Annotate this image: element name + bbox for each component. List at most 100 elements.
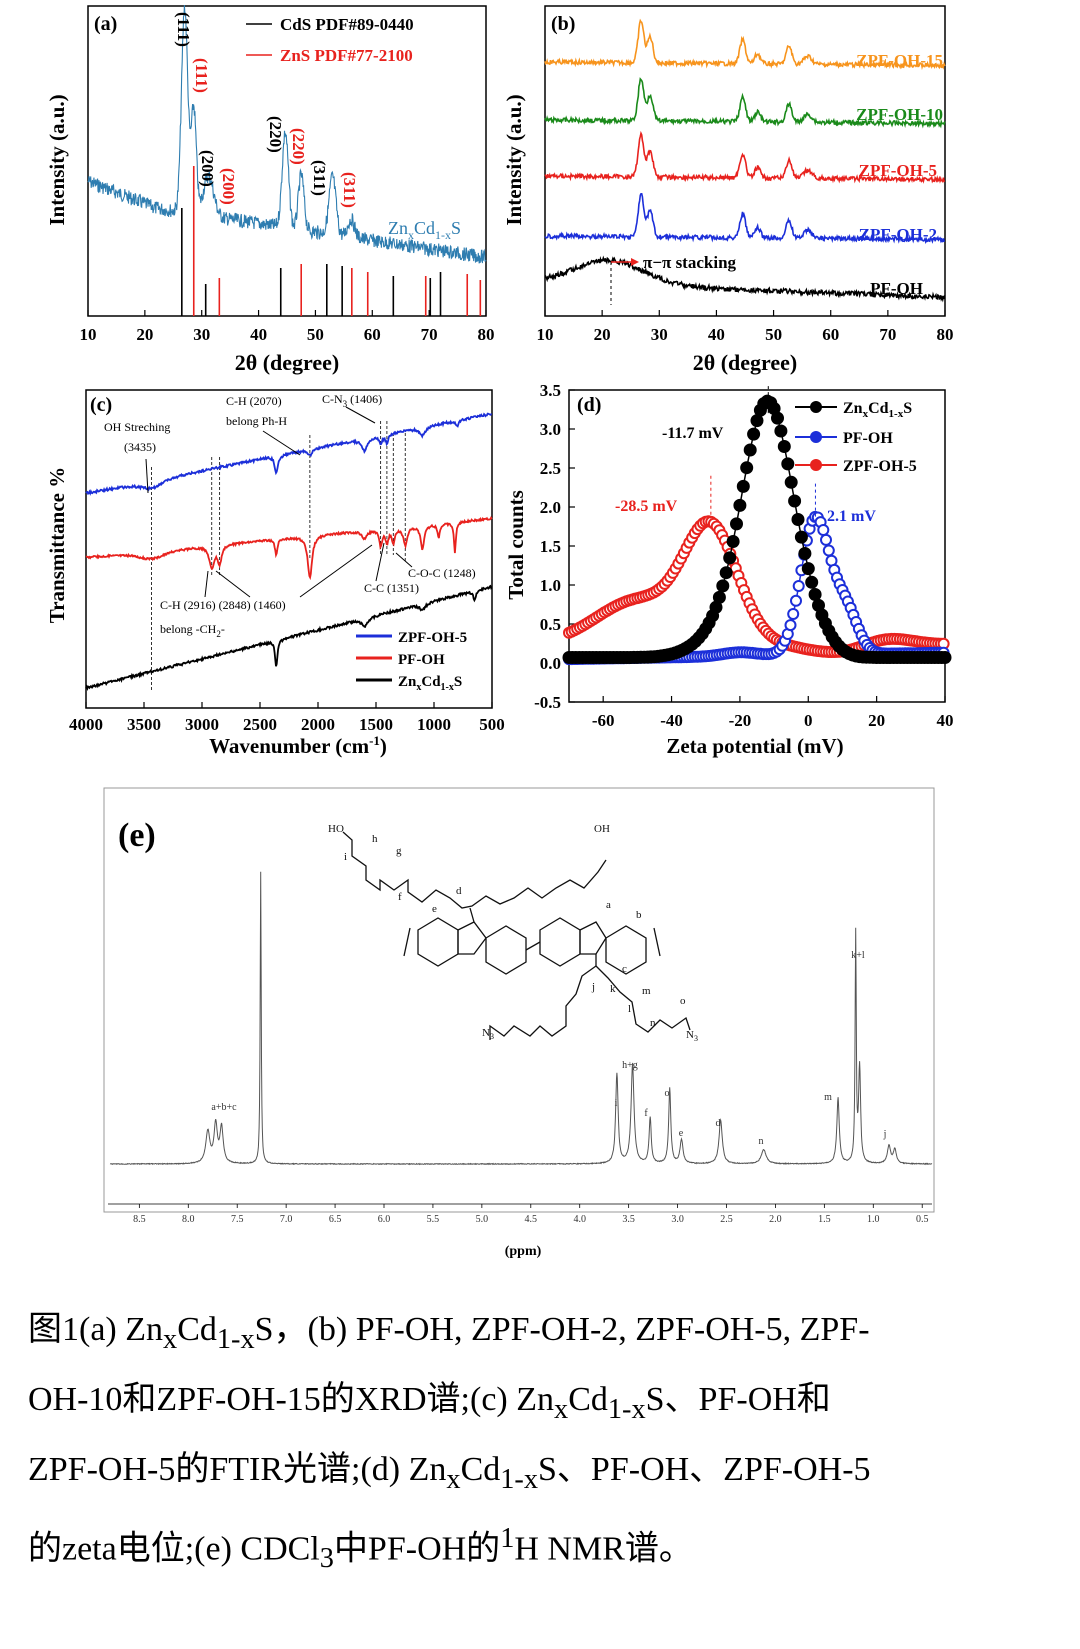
x-tick-label: 70 (879, 325, 896, 344)
x-tick-label: 1000 (417, 715, 451, 734)
x-axis-title: (ppm) (505, 1244, 542, 1259)
svg-text:N3: N3 (686, 1029, 698, 1043)
zeta-curve-znxcd1xs-marker (712, 590, 726, 604)
caption-line: OH-10和ZPF-OH-15的XRD谱;(c) ZnxCd1-xS、PF-OH… (28, 1380, 831, 1425)
svg-text:d: d (456, 885, 462, 897)
y-tick-label: 3.0 (540, 420, 561, 439)
zeta-curve-znxcd1xs-marker (805, 575, 819, 589)
panel-d-zeta-chart: -60 -40 -20 0 20 40 -0.5 0.0 0.5 1.0 1.5 2.0 2.5 3.0 3… (505, 385, 954, 758)
annotation-blue: 2.1 mV (827, 508, 876, 525)
svg-text:N3: N3 (482, 1027, 494, 1041)
x-tick-label: 2.5 (720, 1214, 733, 1225)
svg-text:b: b (636, 909, 642, 921)
x-tick-label: 0 (804, 711, 813, 730)
x-tick-label: 30 (651, 325, 668, 344)
zeta-curve-znxcd1xs-marker (750, 414, 764, 428)
x-tick-label: 30 (193, 325, 210, 344)
zeta-curve-znxcd1xs-marker (801, 562, 815, 576)
x-ticks (544, 310, 946, 316)
sample-label: ZnxCd1-xS (388, 218, 461, 242)
plot-frame (87, 5, 487, 317)
legend-cds: CdS PDF#89-0440 (280, 15, 414, 34)
peak-label: e (679, 1128, 684, 1139)
stacking-annotation: π−π stacking (643, 253, 737, 272)
xrd-curves (544, 18, 946, 303)
x-axis-title: 2θ (degree) (235, 350, 340, 375)
x-tick-label: 60 (822, 325, 839, 344)
svg-text:l: l (628, 1003, 631, 1015)
svg-text:f: f (398, 891, 402, 903)
annotation-coc: C-O-C (1248) (408, 566, 476, 580)
series-label-pf-oh: PF-OH (870, 279, 923, 298)
annotation-ch-1: C-H (2070) (226, 394, 282, 408)
x-tick-label: 1500 (359, 715, 393, 734)
annotation-oh-2: (3435) (124, 440, 156, 454)
svg-text:n: n (650, 1017, 656, 1029)
zeta-curve-pf-oh-marker (784, 619, 797, 632)
zeta-curve-znxcd1xs-marker (774, 424, 788, 438)
caption-line: 图1(a) ZnxCd1-xS，(b) PF-OH, ZPF-OH-2, ZPF… (28, 1311, 870, 1355)
legend-marker-blue (810, 431, 822, 443)
panel-label: (d) (577, 394, 601, 416)
svg-text:k: k (610, 983, 616, 995)
peak-label: d (716, 1118, 721, 1129)
reference-lines (181, 166, 482, 316)
x-tick-label: 8.0 (182, 1214, 195, 1225)
peak-label: o (665, 1088, 670, 1099)
x-tick-labels: 10 20 30 40 50 60 70 80 (80, 325, 495, 344)
y-tick-label: 0.0 (540, 654, 561, 673)
zeta-curve-pf-oh-marker (820, 533, 832, 546)
zeta-curve-zpf-oh-5-line (568, 520, 944, 653)
zeta-curve-znxcd1xs-marker (794, 530, 808, 544)
zeta-curve-znxcd1xs-marker (733, 498, 747, 512)
x-tick-label: 4.0 (573, 1214, 586, 1225)
x-tick-label: 3.0 (671, 1214, 684, 1225)
x-tick-label: 2500 (243, 715, 277, 734)
x-tick-label: 40 (250, 325, 267, 344)
zeta-curve-znxcd1xs-marker (781, 457, 795, 471)
peak-label-200-cds: (200) (198, 150, 217, 187)
xrd-curve-zpf-oh-5 (544, 130, 946, 184)
x-tick-label: 8.5 (133, 1214, 146, 1225)
x-tick-label: 500 (479, 715, 505, 734)
zeta-curve-znxcd1xs-marker (808, 588, 822, 601)
x-axis-title: Zeta potential (mV) (666, 734, 843, 758)
legend-znxcd1xs: ZnxCd1-xS (843, 400, 912, 420)
zeta-curve-pf-oh-marker (792, 580, 805, 592)
legend-zpf-oh-5: ZPF-OH-5 (398, 630, 467, 646)
x-tick-label: 7.5 (231, 1214, 244, 1225)
x-tick-label: 10 (537, 325, 554, 344)
x-tick-label: 2.0 (769, 1214, 782, 1225)
legend-znxcd1xs: ZnxCd1-xS (398, 674, 462, 693)
plot-frame (103, 787, 935, 1213)
zeta-curve-znxcd1xs-marker (740, 461, 754, 475)
zeta-curve-znxcd1xs-marker (798, 547, 812, 560)
x-tick-label: 50 (307, 325, 324, 344)
x-tick-label: 4000 (69, 715, 103, 734)
xrd-curve-zpf-oh-10 (544, 77, 946, 129)
x-tick-label: 3.5 (622, 1214, 635, 1225)
peak-label-311-cds: (311) (310, 160, 329, 196)
ftir-curve-pf-oh (85, 515, 493, 581)
svg-text:m: m (642, 985, 651, 997)
legend-pf-oh: PF-OH (398, 652, 445, 668)
peak-labels: a+b+c i h+g f o e d n m k+l j (211, 950, 886, 1147)
svg-text:HO: HO (328, 823, 344, 835)
figure-caption: 图1(a) ZnxCd1-xS，(b) PF-OH, ZPF-OH-2, ZPF… (28, 1300, 1058, 1590)
x-axis-title: 2θ (degree) (693, 350, 798, 375)
annotation-oh-1: OH Streching (104, 420, 170, 434)
series-label-zpf-oh-5: ZPF-OH-5 (859, 161, 937, 180)
peak-label: m (824, 1092, 832, 1103)
plot-frame (85, 389, 493, 709)
y-tick-label: -0.5 (534, 693, 561, 712)
x-ticks (87, 310, 487, 316)
peak-label: h+g (622, 1060, 638, 1071)
ftir-curve-zpf-oh-5 (85, 412, 493, 496)
peak-label-220-zns: (220) (289, 128, 308, 165)
annotation-black: -11.7 mV (662, 425, 724, 442)
xrd-curve-zpf-oh-2 (544, 193, 946, 245)
panel-c-ftir-chart: 4000 3500 3000 2500 2000 1500 1000 500 (c) OH S… (45, 389, 505, 758)
series-label-zpf-oh-15: ZPF-OH-15 (856, 51, 943, 70)
x-tick-label: 0.5 (916, 1214, 929, 1225)
y-tick-label: 2.5 (540, 459, 561, 478)
